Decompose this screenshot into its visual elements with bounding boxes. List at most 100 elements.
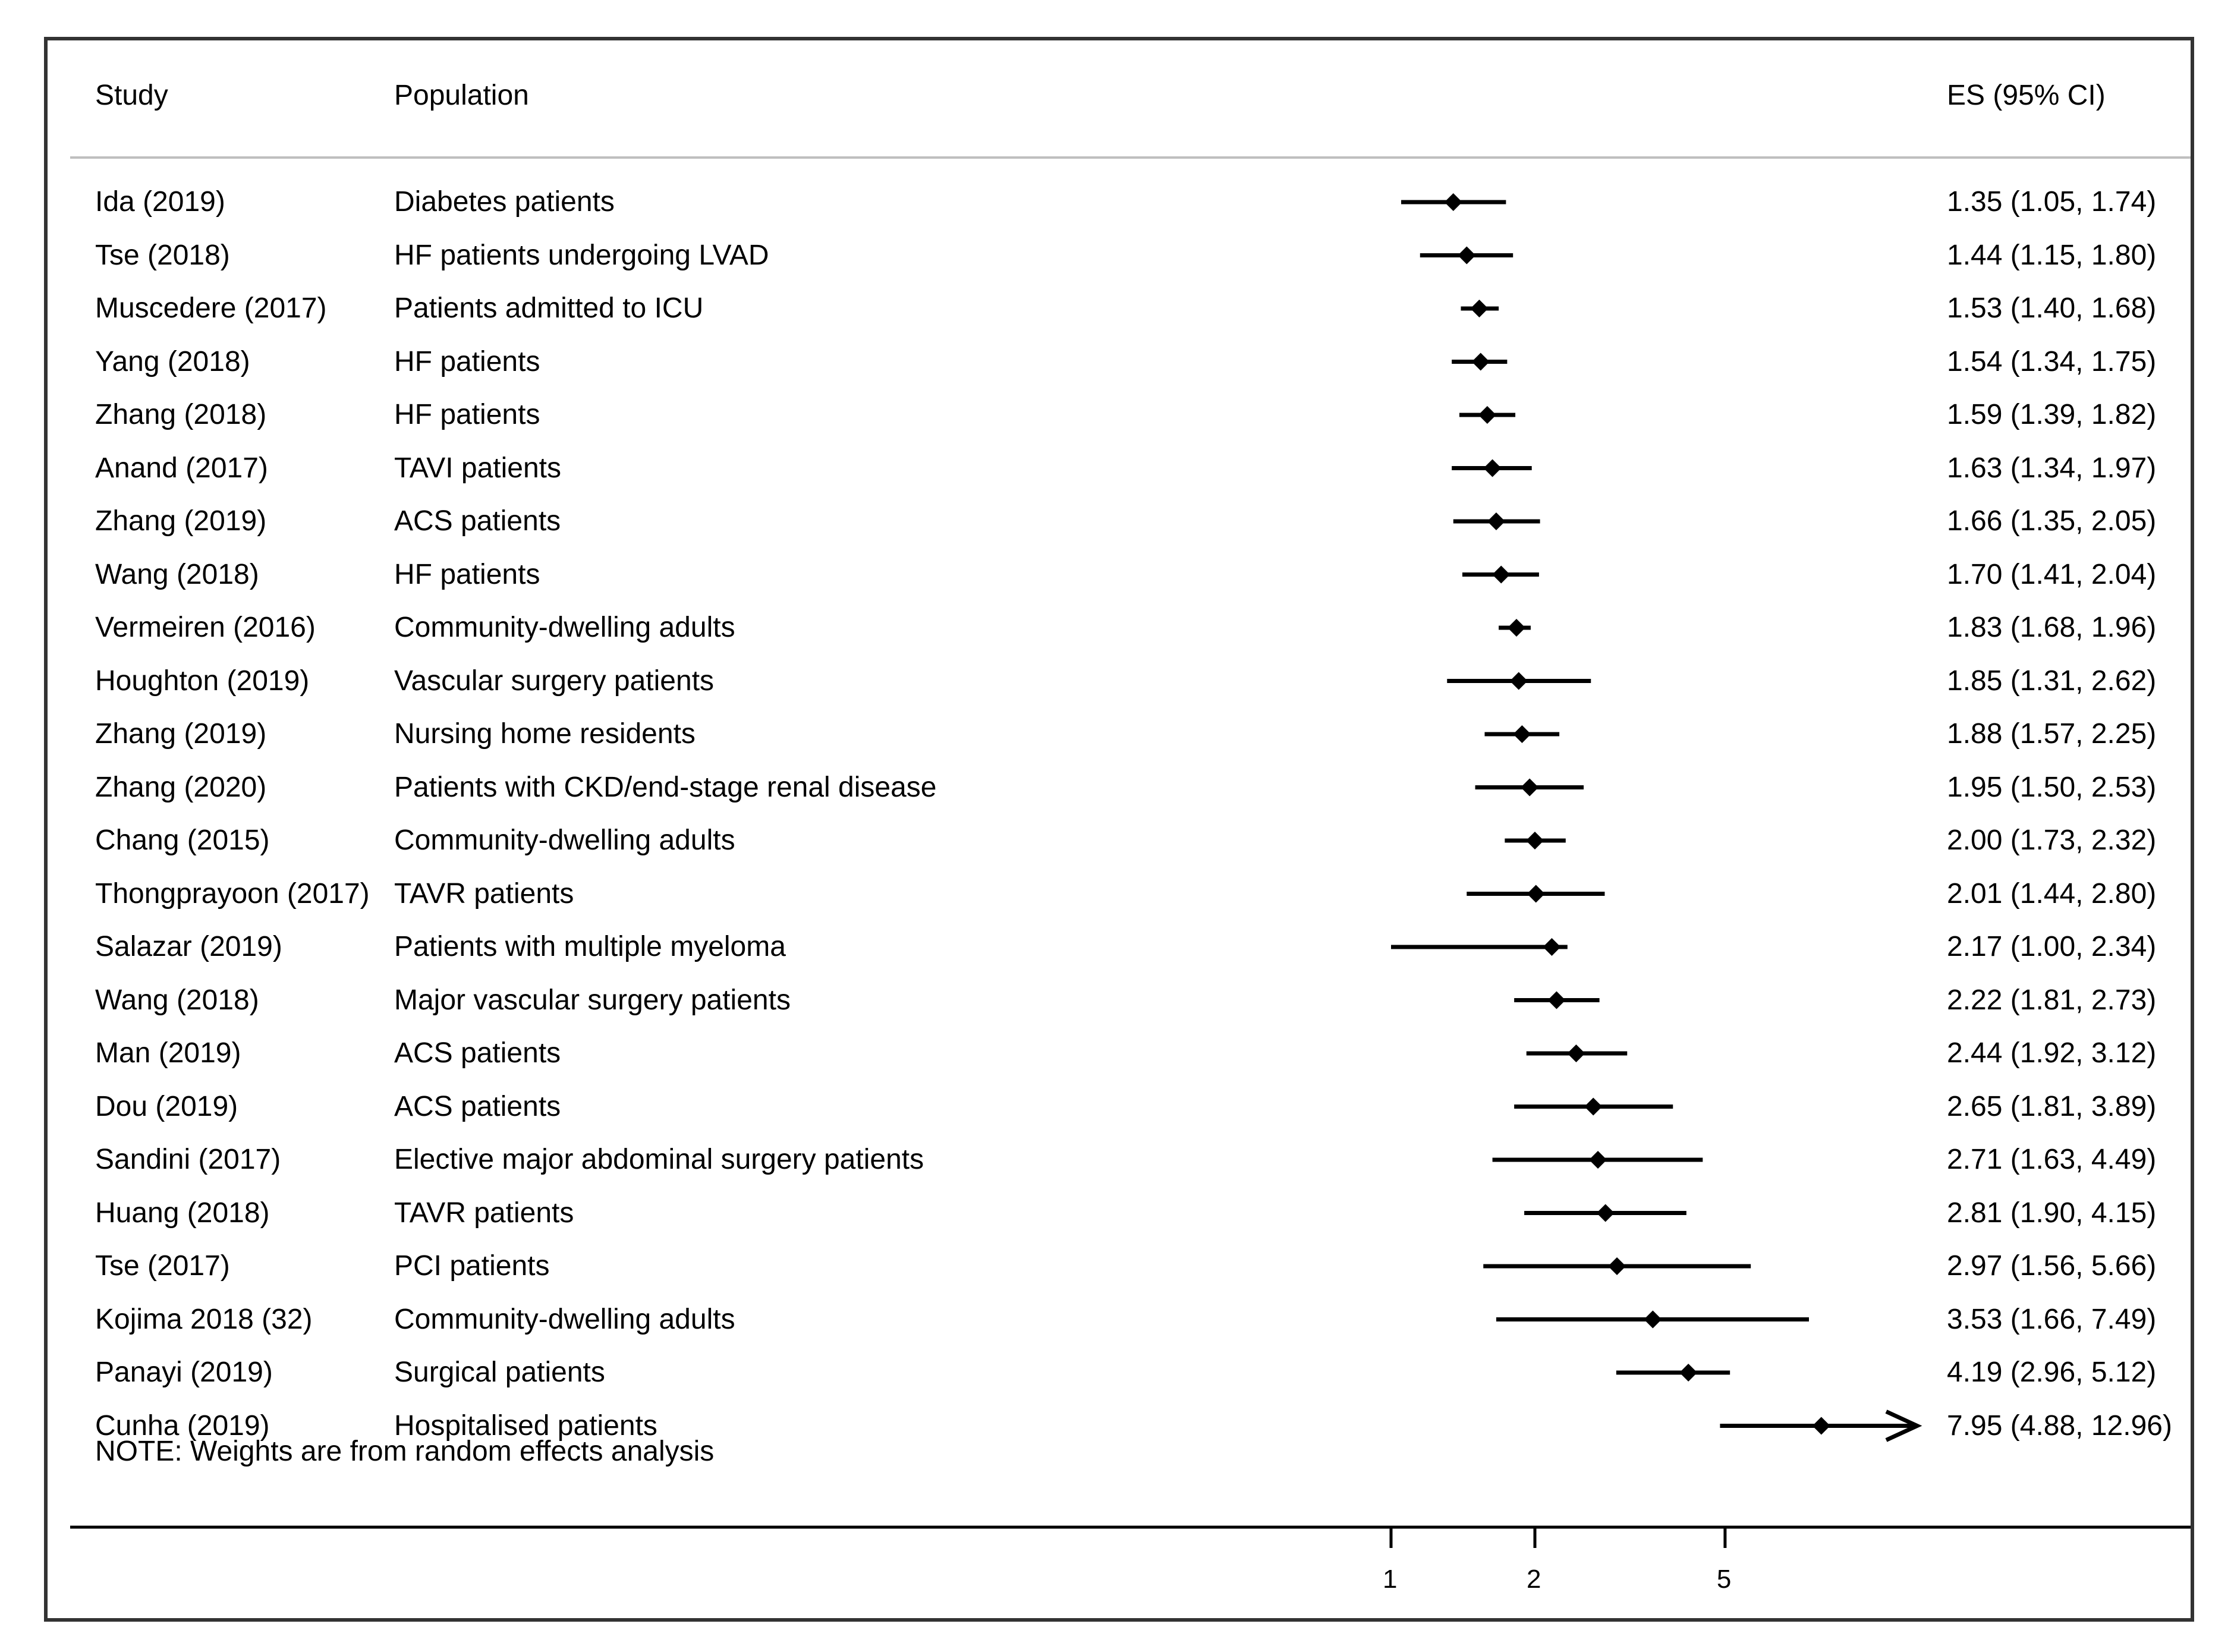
- es-ci-label: 1.63 (1.34, 1.97): [1947, 452, 2157, 484]
- es-point: [1487, 512, 1505, 530]
- study-label: Huang (2018): [95, 1197, 270, 1229]
- population-label: Community-dwelling adults: [394, 825, 735, 856]
- study-label: Houghton (2019): [95, 665, 310, 697]
- header-es: ES (95% CI): [1947, 80, 2106, 111]
- es-point: [1509, 672, 1528, 690]
- x-tick-label: 1: [1383, 1565, 1398, 1594]
- es-ci-label: 1.53 (1.40, 1.68): [1947, 292, 2157, 324]
- es-ci-label: 1.35 (1.05, 1.74): [1947, 186, 2157, 218]
- study-label: Dou (2019): [95, 1090, 238, 1122]
- population-label: Elective major abdominal surgery patient…: [394, 1144, 924, 1175]
- population-label: TAVR patients: [394, 1197, 574, 1229]
- es-point: [1812, 1417, 1830, 1435]
- study-label: Wang (2018): [95, 984, 259, 1016]
- study-label: Vermeiren (2016): [95, 612, 316, 643]
- es-ci-label: 2.65 (1.81, 3.89): [1947, 1090, 2157, 1122]
- note-text: NOTE: Weights are from random effects an…: [95, 1436, 715, 1467]
- es-point: [1470, 300, 1489, 317]
- study-label: Zhang (2019): [95, 718, 267, 750]
- study-label: Wang (2018): [95, 558, 259, 590]
- study-label: Kojima 2018 (32): [95, 1303, 313, 1335]
- population-label: HF patients: [394, 345, 540, 377]
- es-point: [1644, 1310, 1662, 1329]
- es-point: [1521, 778, 1539, 797]
- es-ci-label: 1.70 (1.41, 2.04): [1947, 558, 2157, 590]
- study-label: Zhang (2020): [95, 771, 267, 803]
- es-point: [1492, 565, 1511, 584]
- population-label: PCI patients: [394, 1250, 550, 1282]
- study-label: Tse (2017): [95, 1250, 230, 1282]
- population-label: HF patients: [394, 399, 540, 430]
- es-point: [1547, 991, 1566, 1009]
- x-tick-label: 2: [1527, 1565, 1541, 1594]
- population-label: Patients with CKD/end-stage renal diseas…: [394, 771, 937, 803]
- study-label: Thongprayoon (2017): [95, 877, 370, 910]
- population-label: Patients with multiple myeloma: [394, 931, 786, 962]
- es-point: [1608, 1257, 1626, 1275]
- chart-frame: [44, 37, 2194, 1622]
- population-label: ACS patients: [394, 1037, 561, 1069]
- es-ci-label: 2.44 (1.92, 3.12): [1947, 1037, 2157, 1069]
- population-label: Patients admitted to ICU: [394, 292, 704, 324]
- population-label: Community-dwelling adults: [394, 612, 735, 643]
- study-label: Ida (2019): [95, 186, 225, 218]
- es-ci-label: 2.00 (1.73, 2.32): [1947, 825, 2157, 856]
- header-study: Study: [95, 80, 168, 111]
- es-point: [1483, 459, 1502, 477]
- population-label: Surgical patients: [394, 1357, 605, 1388]
- population-label: TAVI patients: [394, 452, 562, 484]
- x-tick-label: 5: [1716, 1565, 1732, 1594]
- population-label: TAVR patients: [394, 877, 574, 910]
- header-population: Population: [394, 80, 529, 111]
- es-point: [1589, 1151, 1607, 1169]
- study-label: Man (2019): [95, 1037, 241, 1069]
- es-point: [1543, 938, 1561, 956]
- es-ci-label: 4.19 (2.96, 5.12): [1947, 1357, 2157, 1388]
- population-label: ACS patients: [394, 505, 561, 537]
- population-label: Vascular surgery patients: [394, 665, 715, 697]
- es-ci-label: 1.83 (1.68, 1.96): [1947, 612, 2157, 643]
- population-label: Community-dwelling adults: [394, 1303, 735, 1335]
- es-ci-label: 2.22 (1.81, 2.73): [1947, 984, 2157, 1016]
- population-label: Major vascular surgery patients: [394, 984, 791, 1016]
- study-label: Tse (2018): [95, 239, 230, 271]
- es-point: [1513, 725, 1531, 743]
- study-label: Yang (2018): [95, 345, 250, 377]
- es-point: [1596, 1204, 1615, 1222]
- study-label: Zhang (2019): [95, 505, 267, 537]
- es-point: [1526, 832, 1544, 849]
- population-label: HF patients undergoing LVAD: [394, 239, 769, 271]
- es-point: [1471, 353, 1490, 371]
- es-point: [1458, 246, 1476, 265]
- population-label: Diabetes patients: [394, 186, 615, 218]
- es-ci-label: 1.66 (1.35, 2.05): [1947, 505, 2157, 537]
- es-point: [1584, 1097, 1603, 1116]
- study-label: Anand (2017): [95, 452, 268, 484]
- es-ci-label: 2.97 (1.56, 5.66): [1947, 1250, 2157, 1282]
- es-point: [1527, 885, 1545, 903]
- es-ci-label: 2.17 (1.00, 2.34): [1947, 931, 2157, 962]
- es-ci-label: 1.95 (1.50, 2.53): [1947, 771, 2157, 803]
- es-ci-label: 1.85 (1.31, 2.62): [1947, 665, 2157, 697]
- study-label: Panayi (2019): [95, 1357, 273, 1388]
- es-ci-label: 2.01 (1.44, 2.80): [1947, 877, 2157, 910]
- es-ci-label: 1.44 (1.15, 1.80): [1947, 239, 2157, 271]
- es-point: [1478, 406, 1496, 424]
- es-ci-label: 2.71 (1.63, 4.49): [1947, 1144, 2157, 1175]
- ci-arrow: [1885, 1409, 1922, 1442]
- study-label: Sandini (2017): [95, 1144, 281, 1175]
- es-point: [1444, 193, 1462, 211]
- es-point: [1567, 1044, 1585, 1062]
- es-point: [1679, 1364, 1698, 1382]
- es-ci-label: 7.95 (4.88, 12.96): [1947, 1409, 2172, 1442]
- es-point: [1507, 619, 1525, 637]
- population-label: ACS patients: [394, 1090, 561, 1122]
- es-ci-label: 1.88 (1.57, 2.25): [1947, 718, 2157, 750]
- study-label: Chang (2015): [95, 825, 270, 856]
- population-label: Nursing home residents: [394, 718, 696, 750]
- study-label: Muscedere (2017): [95, 292, 327, 324]
- es-ci-label: 3.53 (1.66, 7.49): [1947, 1303, 2157, 1335]
- es-ci-label: 1.54 (1.34, 1.75): [1947, 345, 2157, 377]
- study-label: Cunha (2019): [95, 1409, 270, 1442]
